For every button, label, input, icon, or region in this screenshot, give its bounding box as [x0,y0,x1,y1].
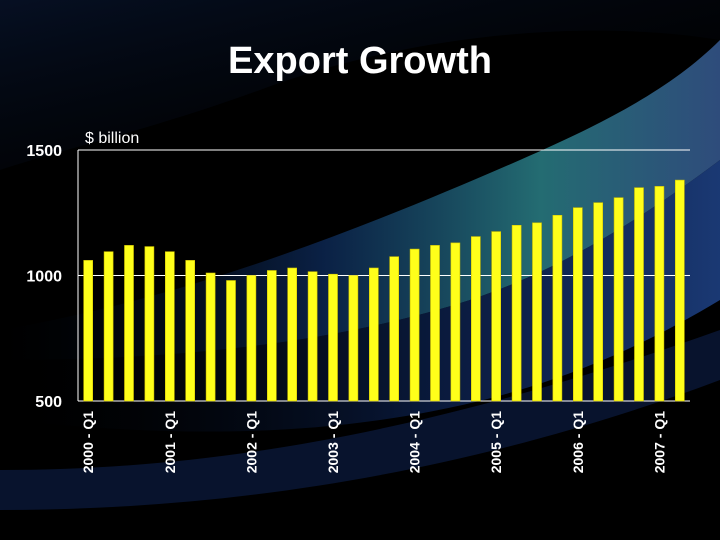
bar [287,267,298,402]
bar [266,270,277,402]
x-tick-label: 2006 - Q1 [570,411,586,473]
y-tick-label: 1500 [26,143,62,160]
bar [103,251,114,402]
x-tick-label: 2000 - Q1 [80,411,96,473]
bar [654,186,665,402]
bar [450,242,461,402]
bar [430,245,440,402]
bar [552,215,563,402]
x-tick-label: 2007 - Q1 [651,411,667,473]
y-tick-label: 500 [35,394,62,411]
bar [226,280,236,402]
bar [83,260,93,402]
chart-title: Export Growth [228,40,492,82]
bar [593,202,604,402]
bar [572,207,583,402]
x-axis-ticks: 2000 - Q1 2001 - Q1 2002 - Q1 2003 - Q1 2004… [80,411,667,473]
bar [389,256,400,402]
bar [124,245,134,402]
bar [246,275,257,402]
y-axis-unit-label: $ billion [85,130,139,147]
y-tick-label: 1000 [26,269,62,286]
bar [613,197,624,402]
bar [307,271,318,402]
bar [491,231,502,402]
bars [83,179,685,402]
bar [634,187,644,402]
bar [348,275,359,402]
x-tick-label: 2005 - Q1 [488,411,504,473]
x-tick-label: 2002 - Q1 [243,411,259,473]
x-tick-label: 2004 - Q1 [407,411,423,473]
x-tick-label: 2001 - Q1 [162,411,178,473]
bar [144,246,155,402]
bar [409,248,420,402]
bar [674,179,685,402]
bar [328,273,338,402]
bar [470,236,481,402]
bar [205,272,216,402]
bar [368,267,379,402]
bar [185,260,195,402]
bar [532,222,542,402]
gridlines [77,149,690,402]
x-tick-label: 2003 - Q1 [325,411,341,473]
bar [165,251,175,402]
bar [511,225,522,402]
y-axis-ticks: 500 1000 1500 [26,143,62,411]
